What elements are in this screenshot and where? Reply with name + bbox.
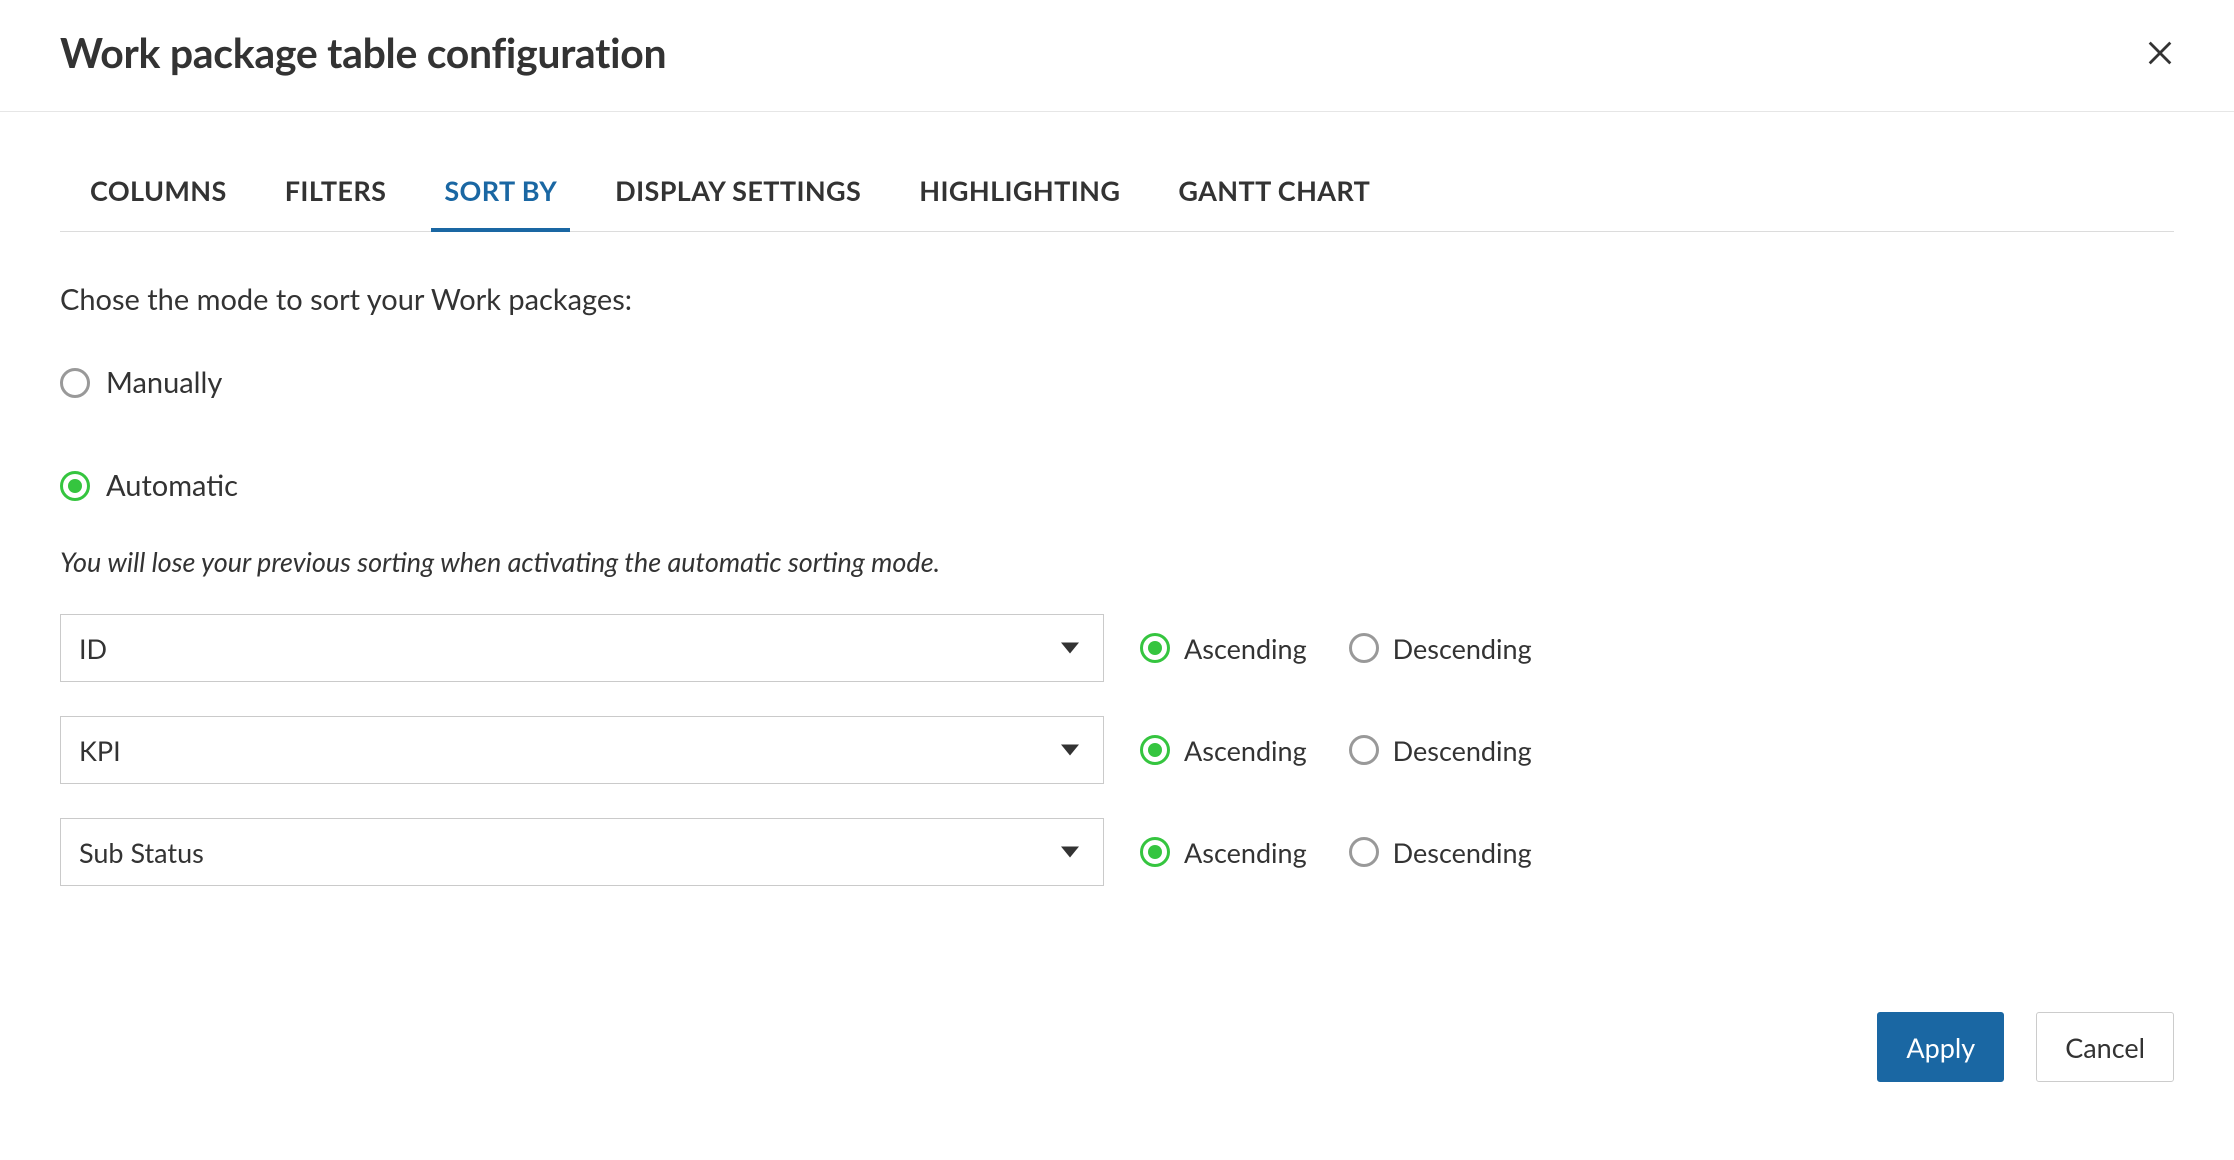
- sort-mode-manually[interactable]: Manually: [60, 365, 2174, 400]
- ascending-label: Ascending: [1184, 632, 1307, 665]
- radio-icon: [1140, 837, 1170, 867]
- tab-gantt-chart[interactable]: GANTT CHART: [1178, 164, 1370, 231]
- chevron-down-icon: [1061, 745, 1079, 756]
- chevron-down-icon: [1061, 847, 1079, 858]
- sort-direction-descending[interactable]: Descending: [1349, 836, 1532, 869]
- close-icon[interactable]: [2146, 39, 2174, 67]
- descending-label: Descending: [1393, 836, 1532, 869]
- chevron-down-icon: [1061, 643, 1079, 654]
- ascending-label: Ascending: [1184, 734, 1307, 767]
- tab-sort-by[interactable]: SORT BY: [444, 164, 557, 231]
- modal-header: Work package table configuration: [0, 0, 2234, 112]
- ascending-label: Ascending: [1184, 836, 1307, 869]
- tab-display-settings[interactable]: DISPLAY SETTINGS: [615, 164, 861, 231]
- sort-direction-group: Ascending Descending: [1140, 734, 1532, 767]
- cancel-button[interactable]: Cancel: [2036, 1012, 2174, 1082]
- sort-direction-ascending[interactable]: Ascending: [1140, 632, 1307, 665]
- sort-direction-descending[interactable]: Descending: [1349, 632, 1532, 665]
- descending-label: Descending: [1393, 632, 1532, 665]
- sort-direction-descending[interactable]: Descending: [1349, 734, 1532, 767]
- radio-icon: [1349, 837, 1379, 867]
- radio-icon: [1140, 633, 1170, 663]
- tabs: COLUMNS FILTERS SORT BY DISPLAY SETTINGS…: [60, 164, 2174, 232]
- modal-footer: Apply Cancel: [0, 1012, 2234, 1082]
- radio-icon: [1349, 633, 1379, 663]
- tab-columns[interactable]: COLUMNS: [90, 164, 227, 231]
- sort-field-select-value: Sub Status: [79, 836, 204, 869]
- config-modal: Work package table configuration COLUMNS…: [0, 0, 2234, 1082]
- sort-criteria-list: ID Ascending Descending KPI: [60, 614, 2174, 886]
- radio-icon: [60, 368, 90, 398]
- sort-direction-ascending[interactable]: Ascending: [1140, 734, 1307, 767]
- descending-label: Descending: [1393, 734, 1532, 767]
- sort-field-select[interactable]: Sub Status: [60, 818, 1104, 886]
- sort-field-select[interactable]: ID: [60, 614, 1104, 682]
- sort-direction-group: Ascending Descending: [1140, 632, 1532, 665]
- sort-criteria-row: Sub Status Ascending Descending: [60, 818, 2174, 886]
- sort-direction-group: Ascending Descending: [1140, 836, 1532, 869]
- modal-title: Work package table configuration: [60, 28, 666, 77]
- sort-mode-automatic[interactable]: Automatic: [60, 468, 2174, 503]
- apply-button[interactable]: Apply: [1877, 1012, 2004, 1082]
- sort-criteria-row: ID Ascending Descending: [60, 614, 2174, 682]
- sort-field-select-value: KPI: [79, 734, 121, 767]
- sort-field-select-value: ID: [79, 632, 107, 665]
- sort-automatic-warning: You will lose your previous sorting when…: [60, 545, 2174, 578]
- radio-icon: [1140, 735, 1170, 765]
- sort-mode-automatic-label: Automatic: [106, 468, 238, 503]
- sort-mode-label: Chose the mode to sort your Work package…: [60, 282, 2174, 317]
- sort-field-select[interactable]: KPI: [60, 716, 1104, 784]
- radio-icon: [60, 471, 90, 501]
- tab-highlighting[interactable]: HIGHLIGHTING: [919, 164, 1120, 231]
- sort-criteria-row: KPI Ascending Descending: [60, 716, 2174, 784]
- sort-mode-manually-label: Manually: [106, 365, 222, 400]
- sort-direction-ascending[interactable]: Ascending: [1140, 836, 1307, 869]
- modal-body: COLUMNS FILTERS SORT BY DISPLAY SETTINGS…: [0, 112, 2234, 886]
- radio-icon: [1349, 735, 1379, 765]
- tab-filters[interactable]: FILTERS: [285, 164, 387, 231]
